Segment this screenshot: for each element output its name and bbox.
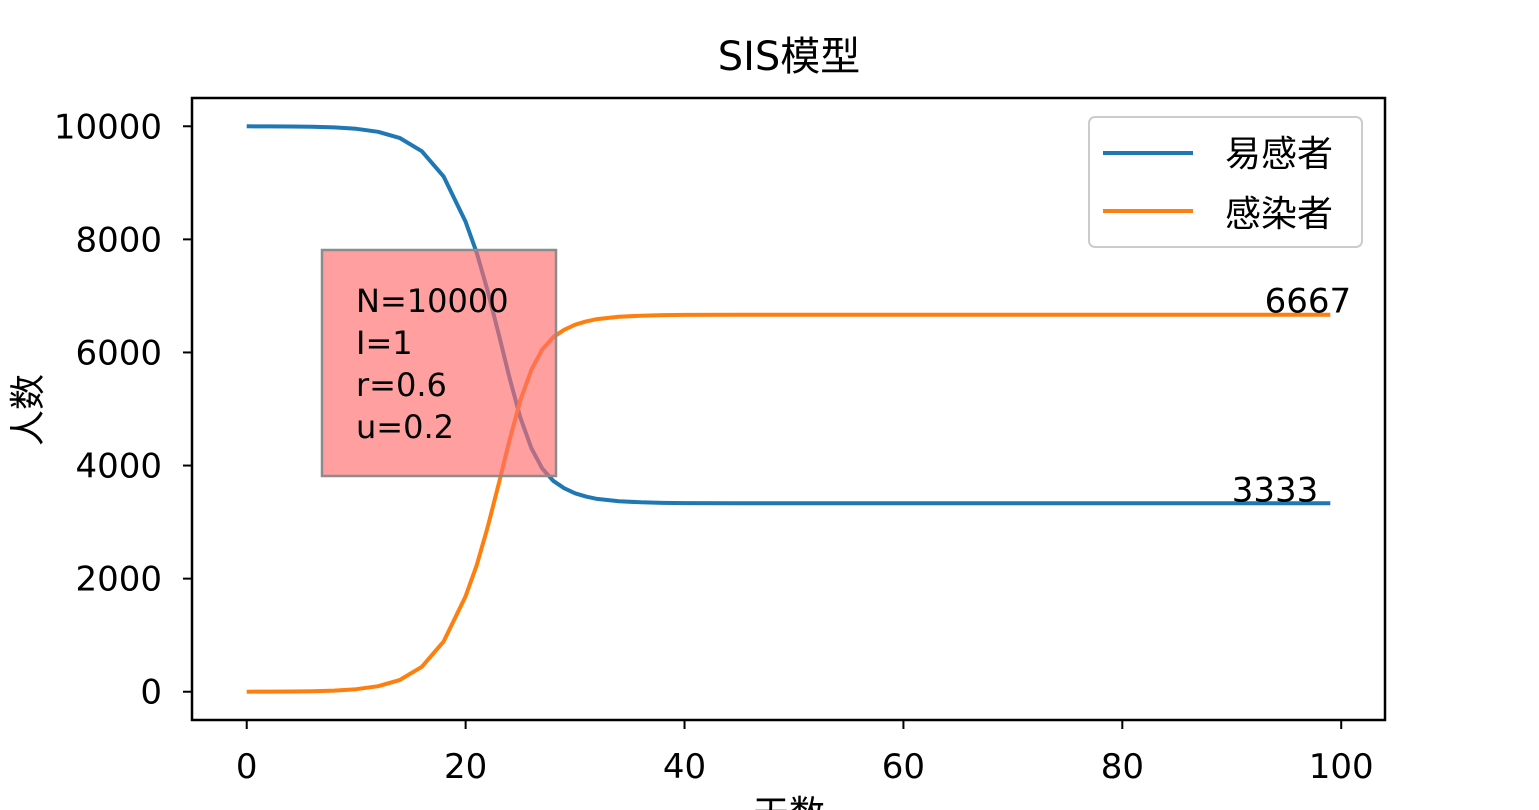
x-axis-label: 天数 [753,794,825,810]
y-tick-label: 6000 [75,333,162,373]
annotation-layer: 6667 3333 [1232,282,1351,511]
legend: 易感者 感染者 [1088,116,1363,248]
x-tick-label: 80 [1101,747,1144,787]
parameter-i: I=1 [356,324,413,362]
legend-label-infected: 感染者 [1225,194,1333,235]
end-value-label: 6667 [1265,282,1352,322]
y-axis-ticks: 0 2000 4000 6000 8000 10000 [54,107,192,713]
y-tick-label: 0 [140,673,162,713]
x-tick-label: 100 [1309,747,1374,787]
y-tick-label: 8000 [75,220,162,260]
chart-title: SIS模型 [718,34,861,80]
x-tick-label: 40 [663,747,706,787]
parameter-box-background [320,248,558,478]
parameter-r: r=0.6 [356,366,447,404]
legend-label-susceptible: 易感者 [1225,134,1333,175]
parameter-u: u=0.2 [356,408,454,446]
x-tick-label: 20 [444,747,487,787]
y-tick-label: 4000 [75,447,162,487]
x-axis-ticks: 0 20 40 60 80 100 [236,720,1374,787]
y-axis-label: 人数 [8,374,49,446]
plot-area [190,96,1387,722]
parameter-n: N=10000 [356,282,509,320]
y-tick-label: 2000 [75,560,162,600]
x-tick-label: 0 [236,747,258,787]
legend-box [1088,116,1363,248]
end-value-label: 3333 [1232,470,1319,510]
parameter-box: N=10000 I=1 r=0.6 u=0.2 [320,248,558,478]
x-tick-label: 60 [882,747,925,787]
y-tick-label: 10000 [54,107,162,147]
